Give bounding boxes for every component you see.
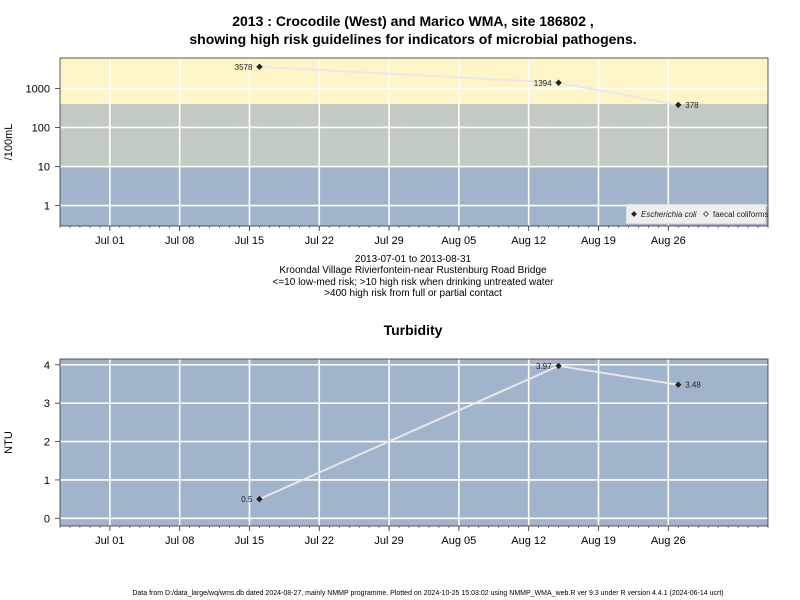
y-tick-label: 3 (44, 398, 50, 410)
x-tick-label: Aug 26 (651, 535, 686, 547)
site-name-note: Kroondal Village Rivierfontein-near Rust… (279, 265, 547, 276)
legend: Escherichia coli faecal coliforms (625, 203, 769, 225)
x-tick-label: Aug 12 (511, 235, 546, 247)
data-label: 1394 (534, 79, 552, 88)
microbial-chart: Jul 01 Jul 08 Jul 15 Jul 22 Jul 29 Aug 05 Aug … (3, 57, 769, 247)
data-point (256, 63, 263, 70)
plot-frame (59, 358, 769, 527)
y-axis-label: NTU (3, 431, 15, 454)
x-tick-label: Jul 22 (305, 235, 334, 247)
data-label: 378 (685, 101, 699, 110)
risk-band-1 (60, 103, 768, 167)
legend-box (625, 203, 767, 225)
x-tick-label: Jul 08 (165, 235, 194, 247)
x-tick-label: Aug 12 (511, 535, 546, 547)
data-label: 3578 (235, 63, 253, 72)
data-point (256, 495, 263, 503)
plot-background (60, 359, 768, 526)
date-range-note: 2013-07-01 to 2013-08-31 (355, 254, 472, 265)
data-point (555, 362, 562, 370)
plot-frame (59, 57, 769, 227)
data-point (675, 381, 682, 388)
x-tick-label: Jul 01 (95, 535, 124, 547)
x-tick-label: Jul 01 (95, 235, 124, 247)
x-tick-label: Jul 15 (235, 235, 264, 247)
legend-marker (631, 211, 637, 217)
x-tick-label: Jul 29 (374, 235, 403, 247)
chart-subtitle: showing high risk guidelines for indicat… (189, 31, 636, 47)
y-tick-label: 1 (44, 475, 50, 487)
data-label: 3.97 (536, 362, 552, 371)
x-tick-label: Jul 08 (165, 535, 194, 547)
x-tick-label: Aug 26 (651, 235, 686, 247)
risk-band-2 (60, 58, 768, 104)
high-risk-note: >400 high risk from full or partial cont… (324, 288, 502, 299)
y-tick-label: 1 (44, 201, 50, 213)
x-tick-label: Jul 15 (235, 535, 264, 547)
x-tick-label: Jul 29 (374, 535, 403, 547)
footer-note: Data from D:/data_large/wq/wms.db dated … (132, 590, 723, 597)
x-tick-label: Aug 05 (441, 235, 476, 247)
y-tick-label: 1000 (26, 83, 50, 95)
legend-label: Escherichia coli (641, 210, 697, 219)
data-point (675, 101, 682, 109)
y-tick-label: 100 (32, 122, 50, 134)
x-tick-label: Aug 19 (581, 235, 616, 247)
y-tick-label: 0 (44, 513, 50, 525)
y-tick-label: 2 (44, 437, 50, 449)
data-label: 0.5 (241, 495, 253, 504)
data-label: 3.48 (685, 381, 701, 390)
legend-marker (703, 211, 709, 217)
x-tick-label: Aug 05 (441, 535, 476, 547)
chart-title: 2013 : Crocodile (West) and Marico WMA, … (232, 13, 594, 29)
x-tick-label: Jul 22 (305, 535, 334, 547)
y-tick-label: 10 (38, 162, 50, 174)
low-med-risk-note: <=10 low-med risk; >10 high risk when dr… (273, 277, 555, 288)
y-axis-label: /100mL (3, 124, 15, 161)
y-tick-label: 4 (44, 360, 50, 372)
x-tick-label: Aug 19 (581, 535, 616, 547)
legend-label: faecal coliforms (713, 210, 769, 219)
turbidity-chart: Jul 01 Jul 08 Jul 15 Jul 22 Jul 29 Aug 05 Aug … (3, 358, 769, 547)
data-point (555, 79, 562, 86)
turbidity-title: Turbidity (384, 322, 443, 338)
